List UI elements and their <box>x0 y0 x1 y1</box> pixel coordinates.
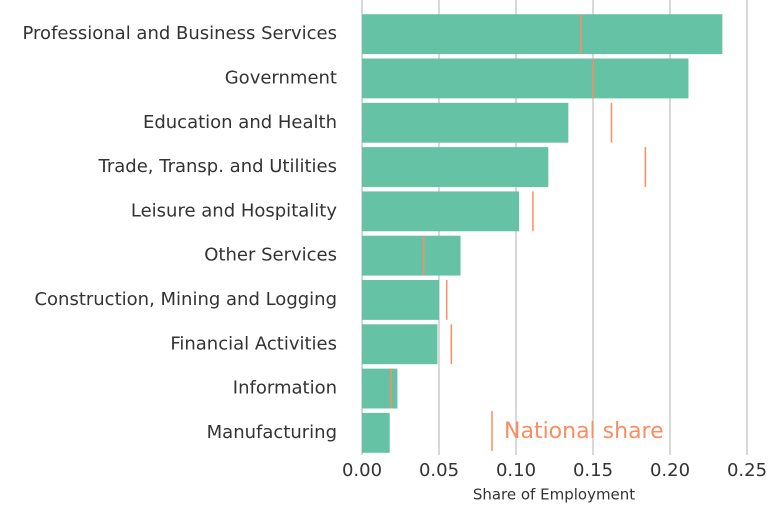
bar <box>362 235 461 276</box>
x-tick-label: 0.10 <box>496 460 536 481</box>
bar <box>362 280 439 320</box>
bar <box>362 368 398 409</box>
x-tick-label: 0.05 <box>419 460 459 481</box>
x-axis-label: Share of Employment <box>473 486 635 504</box>
bar <box>362 102 569 143</box>
x-tick-label: 0.25 <box>727 460 767 481</box>
y-tick-label: Trade, Transp. and Utilities <box>98 156 338 177</box>
bar <box>362 191 520 232</box>
y-tick-label: Professional and Business Services <box>23 23 337 44</box>
x-tick-label: 0.20 <box>650 460 690 481</box>
x-tick-label: 0.15 <box>573 460 613 481</box>
y-tick-label: Information <box>233 378 337 399</box>
y-tick-label: Manufacturing <box>207 422 337 443</box>
y-tick-label: Construction, Mining and Logging <box>34 289 337 310</box>
legend-label: National share <box>504 419 664 444</box>
bar <box>362 147 549 187</box>
y-tick-label: Financial Activities <box>170 333 337 354</box>
y-tick-label: Education and Health <box>143 112 337 133</box>
bar <box>362 58 689 99</box>
bar <box>362 324 438 365</box>
y-tick-label: Other Services <box>204 245 337 266</box>
y-tick-label: Leisure and Hospitality <box>131 200 337 221</box>
y-tick-label: Government <box>225 67 337 88</box>
bar <box>362 14 723 55</box>
bar <box>362 412 390 453</box>
x-tick-label: 0.00 <box>342 460 382 481</box>
